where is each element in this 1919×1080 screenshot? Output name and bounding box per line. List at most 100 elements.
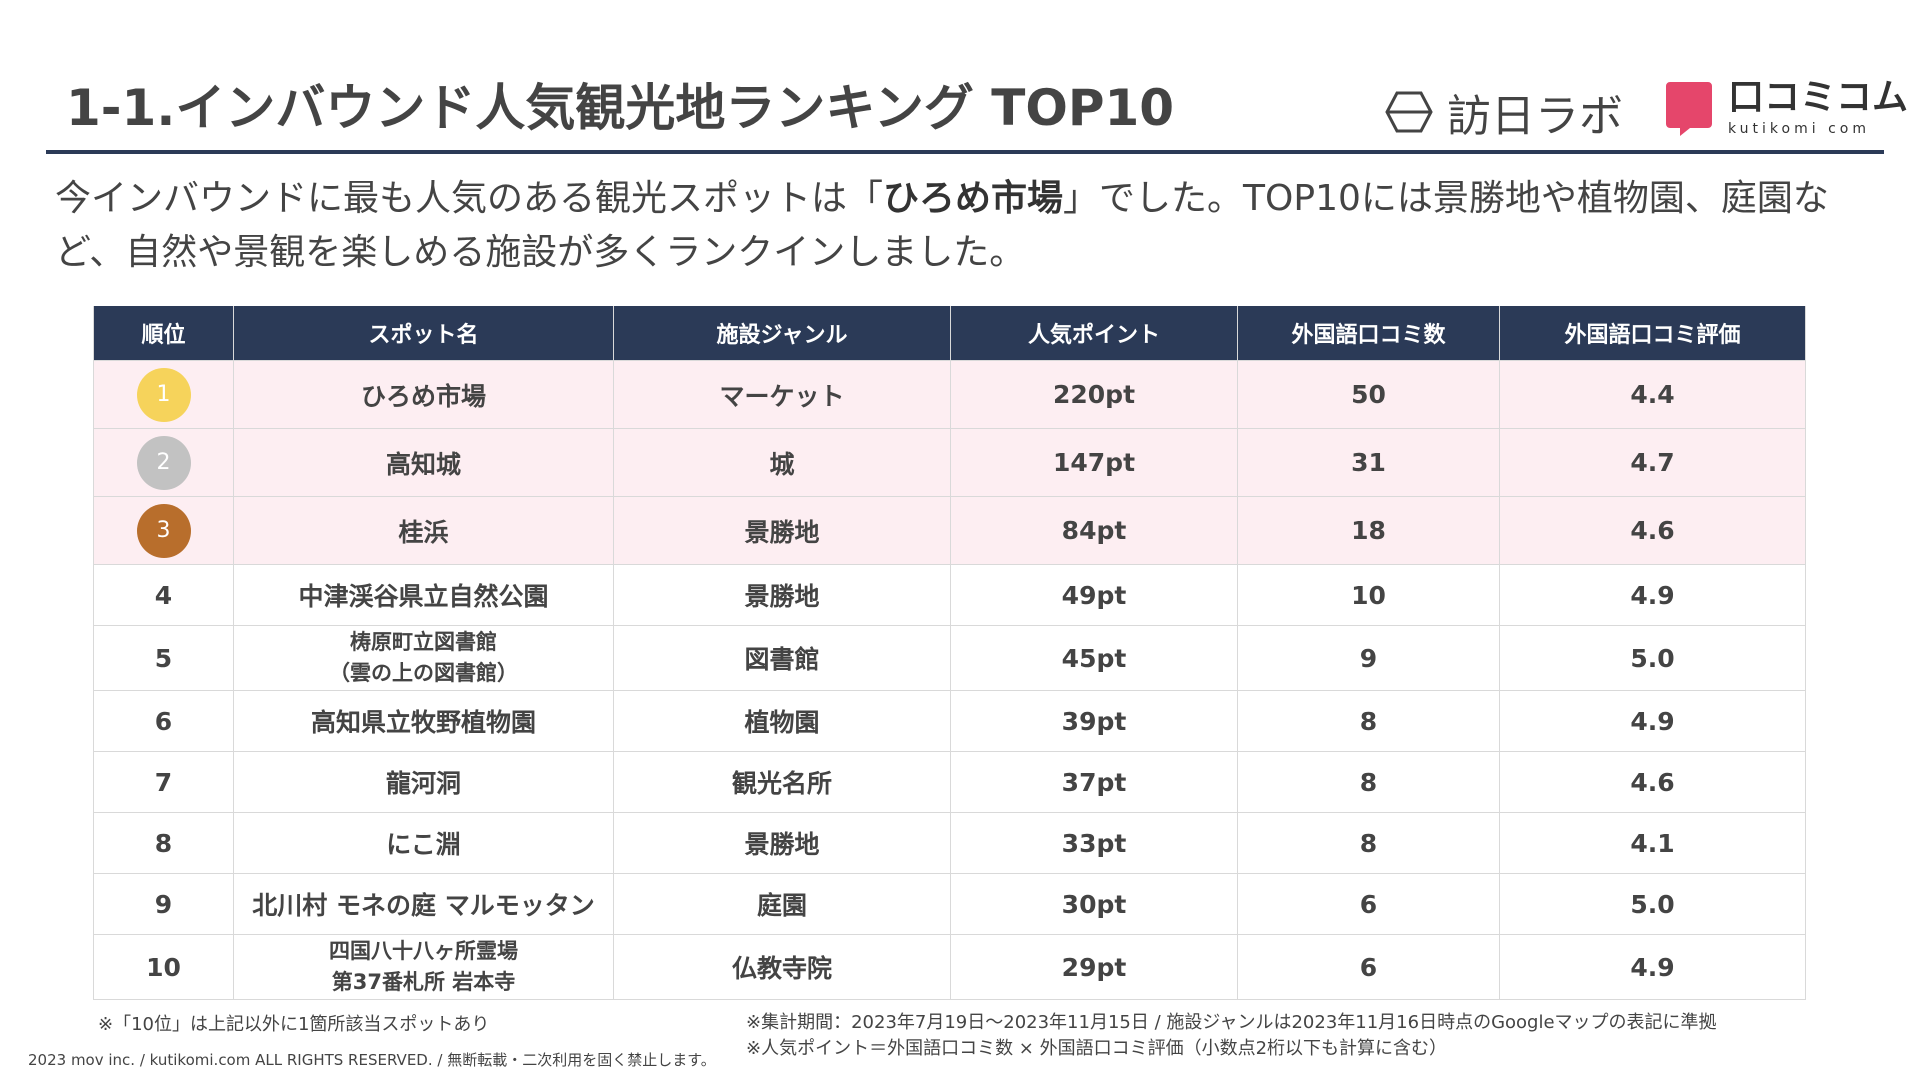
spot-name-cell: 中津渓谷県立自然公園 <box>233 564 614 626</box>
lead-text-1: 今インバウンドに最も人気のある観光スポットは「 <box>55 178 884 219</box>
table-row: 1 ひろめ市場 マーケット 220pt 50 4.4 <box>93 360 1806 429</box>
points-cell: 39pt <box>950 690 1238 752</box>
table-row: 10 四国八十八ヶ所霊場 第37番札所 岩本寺 仏教寺院 29pt 6 4.9 <box>93 934 1806 1000</box>
review-rating-cell: 4.1 <box>1499 812 1806 874</box>
footnote-formula: ※人気ポイント＝外国語口コミ数 × 外国語口コミ評価（小数点2桁以下も計算に含む… <box>746 1038 1448 1059</box>
table-header-row: 順位 スポット名 施設ジャンル 人気ポイント 外国語口コミ数 外国語口コミ評価 <box>93 306 1806 361</box>
genre-cell: 景勝地 <box>613 496 951 565</box>
lead-highlight: ひろめ市場 <box>883 178 1064 219</box>
spot-name-line1: 梼原町立図書館 <box>350 630 497 654</box>
spot-name-cell: 梼原町立図書館 （雲の上の図書館） <box>233 625 614 691</box>
points-cell: 37pt <box>950 751 1238 813</box>
header-genre: 施設ジャンル <box>613 306 951 361</box>
points-cell: 49pt <box>950 564 1238 626</box>
table-row: 4 中津渓谷県立自然公園 景勝地 49pt 10 4.9 <box>93 564 1806 626</box>
review-rating-cell: 4.7 <box>1499 428 1806 497</box>
review-count-cell: 6 <box>1237 873 1500 935</box>
spot-name-line2: （雲の上の図書館） <box>329 661 518 685</box>
genre-cell: 仏教寺院 <box>613 934 951 1000</box>
spot-name-cell: 高知城 <box>233 428 614 497</box>
copyright: 2023 mov inc. / kutikomi.com ALL RIGHTS … <box>28 1051 716 1069</box>
review-count-cell: 18 <box>1237 496 1500 565</box>
spot-name-cell: 四国八十八ヶ所霊場 第37番札所 岩本寺 <box>233 934 614 1000</box>
kutikomi-logo: 口コミコム kutikomi com <box>1664 80 1908 136</box>
review-rating-cell: 4.9 <box>1499 934 1806 1000</box>
genre-cell: 図書館 <box>613 625 951 691</box>
rank-medal-icon: 3 <box>136 503 191 558</box>
header-review-count: 外国語口コミ数 <box>1237 306 1500 361</box>
footnote-left: ※「10位」は上記以外に1箇所該当スポットあり <box>98 1014 490 1035</box>
review-rating-cell: 4.4 <box>1499 360 1806 429</box>
footnote-period: ※集計期間：2023年7月19日～2023年11月15日 / 施設ジャンルは20… <box>746 1012 1717 1033</box>
review-rating-cell: 5.0 <box>1499 873 1806 935</box>
rank-cell: 6 <box>93 690 234 752</box>
spot-name-cell: ひろめ市場 <box>233 360 614 429</box>
header-points: 人気ポイント <box>950 306 1238 361</box>
table-row: 3 桂浜 景勝地 84pt 18 4.6 <box>93 496 1806 565</box>
table-row: 5 梼原町立図書館 （雲の上の図書館） 図書館 45pt 9 5.0 <box>93 625 1806 691</box>
rank-cell: 3 <box>93 496 234 565</box>
points-cell: 220pt <box>950 360 1238 429</box>
genre-cell: 観光名所 <box>613 751 951 813</box>
spot-name-cell: 高知県立牧野植物園 <box>233 690 614 752</box>
genre-cell: 植物園 <box>613 690 951 752</box>
kutikomi-logo-subtext: kutikomi com <box>1728 121 1870 137</box>
table-row: 6 高知県立牧野植物園 植物園 39pt 8 4.9 <box>93 690 1806 752</box>
page-title: 1-1.インバウンド人気観光地ランキング TOP10 <box>66 79 1175 137</box>
homeilab-logo-text: 訪日ラボ <box>1447 91 1623 142</box>
table-row: 8 にこ淵 景勝地 33pt 8 4.1 <box>93 812 1806 874</box>
rank-cell: 10 <box>93 934 234 1000</box>
kutikomi-speech-bubble-icon <box>1666 82 1712 136</box>
spot-name-cell: 北川村 モネの庭 マルモッタン <box>233 873 614 935</box>
spot-name-cell: にこ淵 <box>233 812 614 874</box>
rank-medal-icon: 2 <box>136 435 191 490</box>
points-cell: 147pt <box>950 428 1238 497</box>
points-cell: 29pt <box>950 934 1238 1000</box>
ranking-table: 順位 スポット名 施設ジャンル 人気ポイント 外国語口コミ数 外国語口コミ評価 … <box>93 306 1806 1000</box>
points-cell: 45pt <box>950 625 1238 691</box>
rank-cell: 7 <box>93 751 234 813</box>
review-count-cell: 10 <box>1237 564 1500 626</box>
points-cell: 84pt <box>950 496 1238 565</box>
spot-name-line1: 四国八十八ヶ所霊場 <box>329 939 518 963</box>
genre-cell: 城 <box>613 428 951 497</box>
rank-cell: 5 <box>93 625 234 691</box>
lead-text-2: 」でした。TOP10には景勝地や植物園、庭園など、自然や景観を楽しめる施設が多く… <box>55 178 1829 273</box>
review-rating-cell: 4.6 <box>1499 496 1806 565</box>
genre-cell: 庭園 <box>613 873 951 935</box>
header-spot-name: スポット名 <box>233 306 614 361</box>
genre-cell: 景勝地 <box>613 564 951 626</box>
spot-name-cell: 龍河洞 <box>233 751 614 813</box>
rank-cell: 4 <box>93 564 234 626</box>
genre-cell: マーケット <box>613 360 951 429</box>
review-rating-cell: 4.9 <box>1499 564 1806 626</box>
title-divider <box>46 150 1884 154</box>
table-row: 2 高知城城 147pt 31 4.7 <box>93 428 1806 497</box>
review-count-cell: 31 <box>1237 428 1500 497</box>
header-review-rating: 外国語口コミ評価 <box>1499 306 1806 361</box>
review-rating-cell: 4.9 <box>1499 690 1806 752</box>
rank-cell: 8 <box>93 812 234 874</box>
points-cell: 30pt <box>950 873 1238 935</box>
rank-cell: 2 <box>93 428 234 497</box>
review-count-cell: 9 <box>1237 625 1500 691</box>
points-cell: 33pt <box>950 812 1238 874</box>
review-count-cell: 8 <box>1237 690 1500 752</box>
kutikomi-logo-text: 口コミコム <box>1728 77 1909 118</box>
genre-cell: 景勝地 <box>613 812 951 874</box>
homeilab-logo: 訪日ラボ <box>1385 80 1623 144</box>
lead-paragraph: 今インバウンドに最も人気のある観光スポットは「ひろめ市場」でした。TOP10には… <box>55 172 1875 280</box>
rank-cell: 1 <box>93 360 234 429</box>
rank-cell: 9 <box>93 873 234 935</box>
review-count-cell: 50 <box>1237 360 1500 429</box>
review-count-cell: 8 <box>1237 812 1500 874</box>
spot-name-cell: 桂浜 <box>233 496 614 565</box>
table-row: 7 龍河洞 観光名所 37pt 8 4.6 <box>93 751 1806 813</box>
rank-medal-icon: 1 <box>136 367 191 422</box>
homeilab-hexagon-icon <box>1385 91 1433 133</box>
review-rating-cell: 4.6 <box>1499 751 1806 813</box>
spot-name-line2: 第37番札所 岩本寺 <box>331 970 516 994</box>
table-row: 9 北川村 モネの庭 マルモッタン 庭園 30pt 6 5.0 <box>93 873 1806 935</box>
review-rating-cell: 5.0 <box>1499 625 1806 691</box>
review-count-cell: 6 <box>1237 934 1500 1000</box>
